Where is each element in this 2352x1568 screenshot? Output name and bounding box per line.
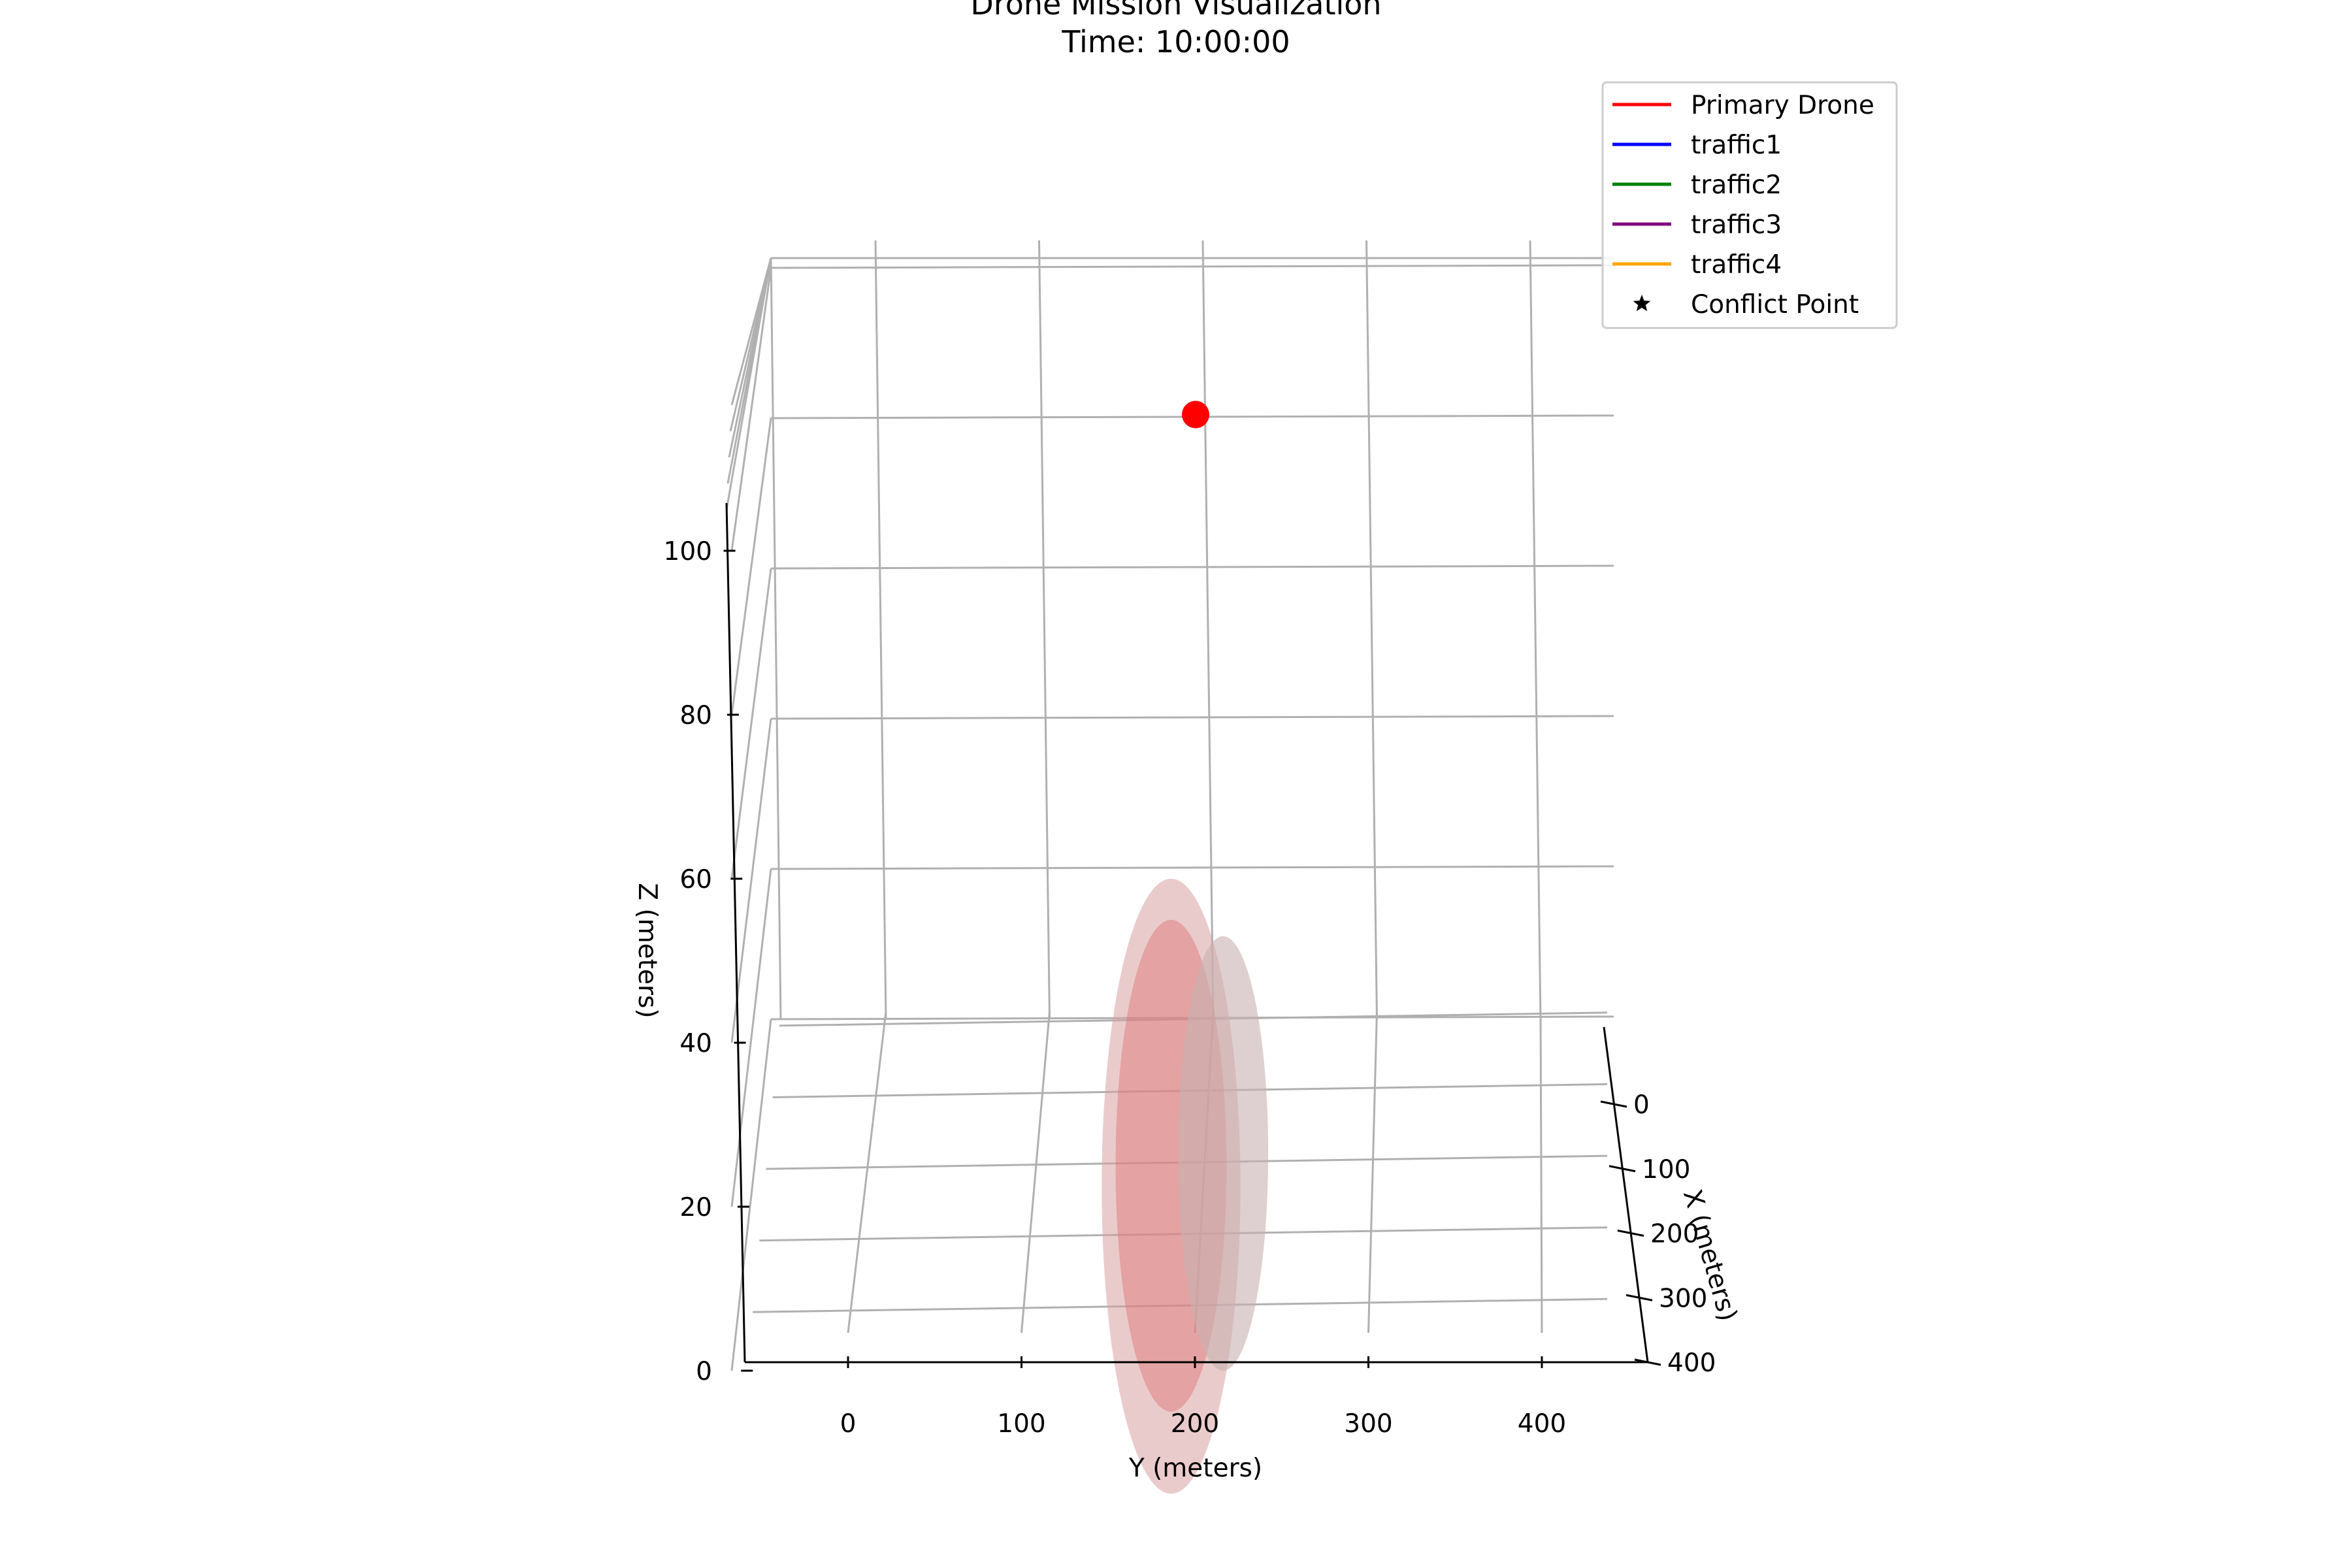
legend: Primary Drone traffic1 traffic2 traffic3 tra… (1601, 81, 1898, 329)
chart-title: Drone Mission Visualization (970, 0, 1381, 22)
left-wall-gridline-z (730, 718, 772, 1043)
x-tick-label: 300 (1659, 1284, 1707, 1313)
legend-entry-label: Primary Drone (1691, 91, 1874, 120)
left-wall-gridline-x (730, 257, 772, 406)
legend-entry-label: traffic4 (1691, 250, 1782, 280)
z-axis-label: Z (meters) (632, 883, 662, 1018)
x-tick (1600, 1100, 1627, 1108)
z-axis-line (725, 502, 746, 1363)
z-tick-label: 100 (664, 537, 712, 566)
back-wall-gridline-y (874, 240, 887, 1020)
x-tick (1609, 1165, 1636, 1173)
x-tick (1625, 1294, 1653, 1301)
x-tick (1634, 1358, 1661, 1366)
legend-entry-label: traffic2 (1691, 171, 1782, 200)
legend-frame (1601, 81, 1898, 329)
floor-gridline-y (1367, 1011, 1378, 1333)
back-wall-gridline-y (1038, 240, 1051, 1020)
back-wall-gridline-y (1365, 240, 1378, 1020)
axis-layer: 0 100 200 300 400 0 20 40 60 80 100 0 100 200 300 400 (664, 502, 1716, 1439)
left-wall-back-edge (770, 257, 782, 1020)
back-wall-gridline-z (770, 715, 1614, 720)
back-wall-gridline-y (1529, 240, 1542, 1020)
left-wall-gridline-z (730, 568, 772, 879)
x-tick-label: 400 (1667, 1348, 1716, 1378)
back-wall-gridline-z (770, 264, 1614, 269)
legend-entry-label: traffic1 (1691, 131, 1782, 160)
y-axis-label: Y (meters) (1128, 1454, 1262, 1483)
back-wall-gridline-z (770, 564, 1614, 570)
left-wall-gridline-z (730, 267, 772, 551)
legend-star-icon (1633, 295, 1651, 312)
y-tick-label: 200 (1171, 1409, 1219, 1439)
floor-gridline-y (847, 1011, 887, 1333)
chart-subtitle: Time: 10:00:00 (1061, 24, 1290, 59)
z-tick-label: 40 (679, 1029, 712, 1058)
floor-gridline-y (1021, 1011, 1051, 1333)
z-tick-label: 60 (679, 865, 712, 894)
y-tick-label: 400 (1518, 1409, 1566, 1439)
back-wall-gridline-z (770, 865, 1614, 870)
x-axis-line (1603, 1026, 1649, 1363)
y-tick-label: 100 (997, 1409, 1045, 1439)
safety-zone-ellipse (1178, 936, 1269, 1371)
left-wall-gridline-z (730, 417, 772, 715)
y-tick-label: 0 (840, 1409, 857, 1439)
left-wall-gridline-z (730, 868, 772, 1207)
primary-drone-marker (1182, 400, 1209, 429)
legend-entry-label: Conflict Point (1691, 290, 1859, 319)
back-wall-gridline-y (1201, 240, 1215, 1020)
x-tick (1617, 1230, 1644, 1237)
z-tick-label: 80 (679, 701, 712, 730)
z-tick-label: 20 (679, 1193, 712, 1222)
floor-gridline-y (1539, 1011, 1543, 1333)
legend-entry-label: traffic3 (1691, 210, 1782, 240)
point-layer (1182, 400, 1209, 429)
y-tick-label: 300 (1344, 1409, 1392, 1439)
safety-zone-layer (1102, 879, 1269, 1494)
x-tick-label: 100 (1642, 1155, 1690, 1184)
x-tick-label: 0 (1633, 1090, 1650, 1120)
x-tick-label: 200 (1650, 1220, 1699, 1249)
z-tick-label: 0 (696, 1357, 712, 1386)
left-wall-gridline-z (730, 1019, 772, 1371)
